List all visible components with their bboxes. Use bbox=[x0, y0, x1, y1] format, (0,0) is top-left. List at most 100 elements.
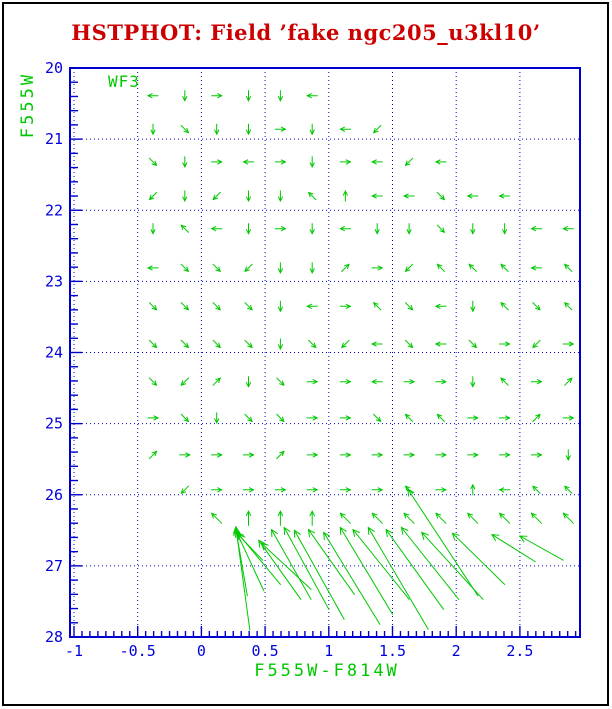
vector-arrow bbox=[436, 413, 446, 423]
vector-arrow bbox=[276, 450, 285, 460]
vector-arrow bbox=[435, 379, 447, 385]
vector-arrow bbox=[150, 123, 156, 135]
vector-arrow bbox=[470, 484, 476, 496]
vector-arrow bbox=[307, 528, 355, 595]
vector-arrow bbox=[148, 191, 158, 201]
vector-arrow bbox=[498, 487, 511, 493]
vector-arrow bbox=[212, 301, 221, 311]
vector-arrow bbox=[400, 526, 460, 601]
vector-arrow bbox=[403, 193, 415, 199]
vector-arrow bbox=[245, 190, 252, 202]
x-tick-label: 1 bbox=[324, 642, 333, 660]
vector-arrow bbox=[147, 93, 159, 99]
vector-arrow bbox=[339, 452, 352, 458]
vector-arrow bbox=[245, 90, 252, 102]
vector-arrow bbox=[562, 226, 574, 232]
x-tick-label: 2 bbox=[452, 642, 461, 660]
vector-arrow bbox=[467, 193, 479, 199]
vector-arrow bbox=[530, 226, 542, 232]
vector-arrow bbox=[148, 301, 158, 311]
residual-vectors bbox=[147, 90, 575, 631]
vector-arrow bbox=[277, 190, 284, 202]
gridlines bbox=[70, 68, 580, 637]
vector-arrow bbox=[500, 263, 509, 273]
vector-arrow bbox=[274, 159, 287, 165]
vector-arrow bbox=[435, 512, 447, 524]
vector-arrow bbox=[182, 190, 188, 202]
y-axis-label: F555W bbox=[18, 71, 38, 139]
plot-frame bbox=[69, 67, 581, 638]
vector-arrow bbox=[436, 191, 446, 201]
vector-arrow bbox=[435, 159, 447, 165]
vector-arrow bbox=[404, 263, 414, 273]
y-tick-label: 25 bbox=[45, 415, 63, 433]
vector-arrow bbox=[274, 126, 287, 132]
x-tick-label: 1.5 bbox=[379, 642, 406, 660]
vector-arrow bbox=[180, 377, 190, 386]
vector-arrow bbox=[277, 300, 284, 312]
vector-arrow bbox=[244, 263, 253, 273]
vector-arrow bbox=[530, 265, 542, 271]
vector-arrow bbox=[530, 512, 543, 524]
vector-arrow bbox=[468, 263, 478, 273]
vector-arrow bbox=[451, 532, 506, 586]
vector-arrow bbox=[352, 528, 410, 601]
vector-arrow bbox=[237, 533, 264, 561]
vector-arrow bbox=[309, 262, 315, 274]
vector-arrow bbox=[260, 542, 312, 591]
vector-arrow bbox=[499, 452, 511, 458]
vector-arrow bbox=[531, 379, 543, 385]
vector-arrow bbox=[498, 512, 511, 524]
vector-arrow bbox=[562, 415, 574, 421]
vector-arrow bbox=[498, 193, 511, 199]
vector-arrow bbox=[470, 223, 476, 235]
vector-arrow bbox=[371, 452, 383, 458]
vector-arrow bbox=[435, 487, 447, 493]
vector-arrow bbox=[435, 341, 447, 347]
vector-arrow bbox=[245, 223, 252, 235]
vector-arrow bbox=[147, 265, 159, 271]
vector-arrow bbox=[244, 413, 253, 423]
vector-arrow bbox=[309, 123, 315, 135]
y-tick-label: 22 bbox=[45, 201, 63, 219]
y-tick-label: 28 bbox=[45, 628, 63, 646]
vector-arrow bbox=[210, 512, 223, 524]
vector-arrow bbox=[372, 301, 382, 311]
vector-arrow bbox=[307, 191, 317, 201]
vector-arrow bbox=[339, 487, 352, 493]
y-tick-label: 23 bbox=[45, 272, 63, 290]
vector-arrow bbox=[277, 90, 284, 102]
vector-arrow bbox=[243, 487, 255, 493]
vector-arrow bbox=[372, 124, 382, 134]
vector-arrow bbox=[150, 223, 156, 235]
vector-arrow bbox=[323, 531, 381, 625]
axis-ticks bbox=[71, 67, 577, 638]
x-axis-label: F555W-F814W bbox=[254, 661, 400, 681]
vector-arrow bbox=[277, 338, 284, 350]
vector-arrow bbox=[435, 452, 447, 458]
vector-arrow bbox=[339, 226, 351, 232]
vector-arrow bbox=[532, 339, 541, 349]
vector-arrow bbox=[306, 487, 318, 493]
vector-arrow bbox=[148, 450, 158, 460]
x-tick-label: -1 bbox=[65, 642, 83, 660]
vector-arrow bbox=[212, 191, 221, 201]
vector-arrow bbox=[244, 301, 253, 311]
vector-arrow bbox=[274, 487, 287, 493]
vector-arrow bbox=[180, 124, 190, 134]
vector-arrow bbox=[180, 301, 190, 311]
vector-arrow bbox=[309, 223, 315, 235]
tick-labels: -1 -0.5 0 0.5 1 1.5 2 2.5 20 21 22 23 24 25 26 27 28 bbox=[45, 59, 534, 660]
vector-arrow bbox=[309, 156, 315, 168]
vector-arrow bbox=[148, 377, 158, 386]
vector-arrow bbox=[564, 263, 573, 273]
vector-arrow bbox=[242, 159, 254, 165]
vector-arrow bbox=[339, 126, 351, 132]
vector-arrow bbox=[404, 413, 414, 423]
vector-arrow bbox=[499, 415, 511, 421]
vector-arrow bbox=[277, 262, 284, 274]
vector-arrow bbox=[371, 341, 383, 347]
vector-arrow bbox=[467, 452, 479, 458]
vector-arrow bbox=[374, 223, 380, 235]
